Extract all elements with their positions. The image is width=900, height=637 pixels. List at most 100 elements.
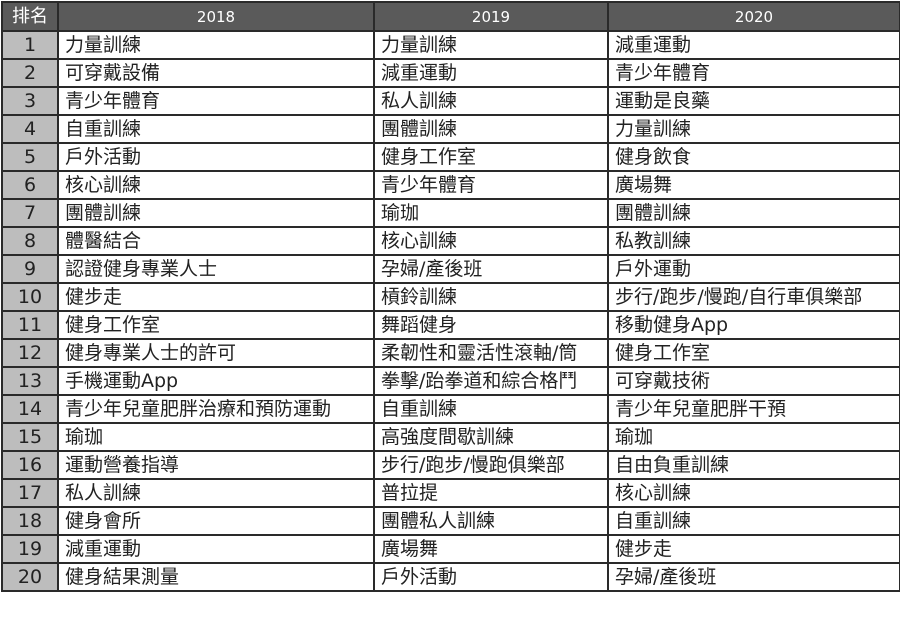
rank-cell: 4: [1, 114, 59, 144]
cell-2019: 團體私人訓練: [373, 506, 609, 536]
cell-2020: 瑜珈: [607, 422, 900, 452]
rank-cell: 3: [1, 86, 59, 116]
cell-2018: 健身工作室: [57, 310, 375, 340]
cell-2018: 核心訓練: [57, 170, 375, 200]
header-2018: 2018: [57, 1, 375, 32]
cell-2020: 核心訓練: [607, 478, 900, 508]
table-row: 3 青少年體育 私人訓練 運動是良藥: [1, 86, 900, 116]
cell-2018: 私人訓練: [57, 478, 375, 508]
table-row: 14 青少年兒童肥胖治療和預防運動 自重訓練 青少年兒童肥胖干預: [1, 394, 900, 424]
cell-2018: 健身會所: [57, 506, 375, 536]
cell-2019: 槓鈴訓練: [373, 282, 609, 312]
rank-cell: 15: [1, 422, 59, 452]
header-rank: 排名: [1, 1, 59, 32]
rank-cell: 12: [1, 338, 59, 368]
header-2020: 2020: [607, 1, 900, 32]
rank-cell: 16: [1, 450, 59, 480]
table-row: 16 運動營養指導 步行/跑步/慢跑俱樂部 自由負重訓練: [1, 450, 900, 480]
table-row: 9 認證健身專業人士 孕婦/產後班 戶外運動: [1, 254, 900, 284]
rank-cell: 8: [1, 226, 59, 256]
cell-2018: 自重訓練: [57, 114, 375, 144]
table-row: 8 體醫結合 核心訓練 私教訓練: [1, 226, 900, 256]
cell-2018: 戶外活動: [57, 142, 375, 172]
table-row: 12 健身專業人士的許可 柔韌性和靈活性滾軸/筒 健身工作室: [1, 338, 900, 368]
cell-2019: 減重運動: [373, 58, 609, 88]
cell-2018: 瑜珈: [57, 422, 375, 452]
cell-2020: 可穿戴技術: [607, 366, 900, 396]
cell-2018: 團體訓練: [57, 198, 375, 228]
table-row: 1 力量訓練 力量訓練 減重運動: [1, 30, 900, 60]
table-row: 6 核心訓練 青少年體育 廣場舞: [1, 170, 900, 200]
rank-cell: 18: [1, 506, 59, 536]
header-row: 排名 2018 2019 2020: [1, 1, 900, 32]
cell-2018: 運動營養指導: [57, 450, 375, 480]
table-row: 13 手機運動App 拳擊/跆拳道和綜合格鬥 可穿戴技術: [1, 366, 900, 396]
cell-2018: 體醫結合: [57, 226, 375, 256]
rank-cell: 10: [1, 282, 59, 312]
cell-2018: 青少年兒童肥胖治療和預防運動: [57, 394, 375, 424]
cell-2019: 健身工作室: [373, 142, 609, 172]
cell-2019: 戶外活動: [373, 562, 609, 592]
table-row: 15 瑜珈 高強度間歇訓練 瑜珈: [1, 422, 900, 452]
cell-2020: 青少年兒童肥胖干預: [607, 394, 900, 424]
rank-cell: 1: [1, 30, 59, 60]
rank-cell: 6: [1, 170, 59, 200]
cell-2019: 步行/跑步/慢跑俱樂部: [373, 450, 609, 480]
cell-2020: 孕婦/產後班: [607, 562, 900, 592]
rank-cell: 17: [1, 478, 59, 508]
cell-2020: 健身工作室: [607, 338, 900, 368]
table-row: 7 團體訓練 瑜珈 團體訓練: [1, 198, 900, 228]
table-row: 2 可穿戴設備 減重運動 青少年體育: [1, 58, 900, 88]
cell-2020: 運動是良藥: [607, 86, 900, 116]
cell-2019: 高強度間歇訓練: [373, 422, 609, 452]
cell-2019: 普拉提: [373, 478, 609, 508]
cell-2018: 健步走: [57, 282, 375, 312]
cell-2019: 廣場舞: [373, 534, 609, 564]
rank-cell: 20: [1, 562, 59, 592]
cell-2020: 減重運動: [607, 30, 900, 60]
cell-2020: 健步走: [607, 534, 900, 564]
table-row: 10 健步走 槓鈴訓練 步行/跑步/慢跑/自行車俱樂部: [1, 282, 900, 312]
table-row: 5 戶外活動 健身工作室 健身飲食: [1, 142, 900, 172]
cell-2020: 團體訓練: [607, 198, 900, 228]
table-row: 18 健身會所 團體私人訓練 自重訓練: [1, 506, 900, 536]
cell-2020: 自由負重訓練: [607, 450, 900, 480]
cell-2018: 健身結果測量: [57, 562, 375, 592]
header-2019: 2019: [373, 1, 609, 32]
table-row: 4 自重訓練 團體訓練 力量訓練: [1, 114, 900, 144]
cell-2020: 力量訓練: [607, 114, 900, 144]
cell-2019: 核心訓練: [373, 226, 609, 256]
table-row: 11 健身工作室 舞蹈健身 移動健身App: [1, 310, 900, 340]
cell-2020: 廣場舞: [607, 170, 900, 200]
cell-2019: 拳擊/跆拳道和綜合格鬥: [373, 366, 609, 396]
trends-table: 排名 2018 2019 2020 1 力量訓練 力量訓練 減重運動 2 可穿戴設備 減重運…: [1, 1, 900, 592]
cell-2020: 青少年體育: [607, 58, 900, 88]
cell-2019: 瑜珈: [373, 198, 609, 228]
cell-2019: 舞蹈健身: [373, 310, 609, 340]
cell-2018: 減重運動: [57, 534, 375, 564]
table-row: 20 健身結果測量 戶外活動 孕婦/產後班: [1, 562, 900, 592]
cell-2019: 青少年體育: [373, 170, 609, 200]
cell-2019: 柔韌性和靈活性滾軸/筒: [373, 338, 609, 368]
cell-2018: 可穿戴設備: [57, 58, 375, 88]
cell-2019: 團體訓練: [373, 114, 609, 144]
rank-cell: 2: [1, 58, 59, 88]
cell-2020: 戶外運動: [607, 254, 900, 284]
rank-cell: 19: [1, 534, 59, 564]
table-row: 17 私人訓練 普拉提 核心訓練: [1, 478, 900, 508]
cell-2019: 私人訓練: [373, 86, 609, 116]
cell-2019: 自重訓練: [373, 394, 609, 424]
rank-cell: 13: [1, 366, 59, 396]
cell-2019: 孕婦/產後班: [373, 254, 609, 284]
rank-cell: 11: [1, 310, 59, 340]
rank-cell: 14: [1, 394, 59, 424]
cell-2018: 健身專業人士的許可: [57, 338, 375, 368]
cell-2020: 私教訓練: [607, 226, 900, 256]
cell-2018: 青少年體育: [57, 86, 375, 116]
cell-2020: 自重訓練: [607, 506, 900, 536]
cell-2019: 力量訓練: [373, 30, 609, 60]
cell-2020: 移動健身App: [607, 310, 900, 340]
cell-2018: 手機運動App: [57, 366, 375, 396]
cell-2018: 力量訓練: [57, 30, 375, 60]
table-row: 19 減重運動 廣場舞 健步走: [1, 534, 900, 564]
